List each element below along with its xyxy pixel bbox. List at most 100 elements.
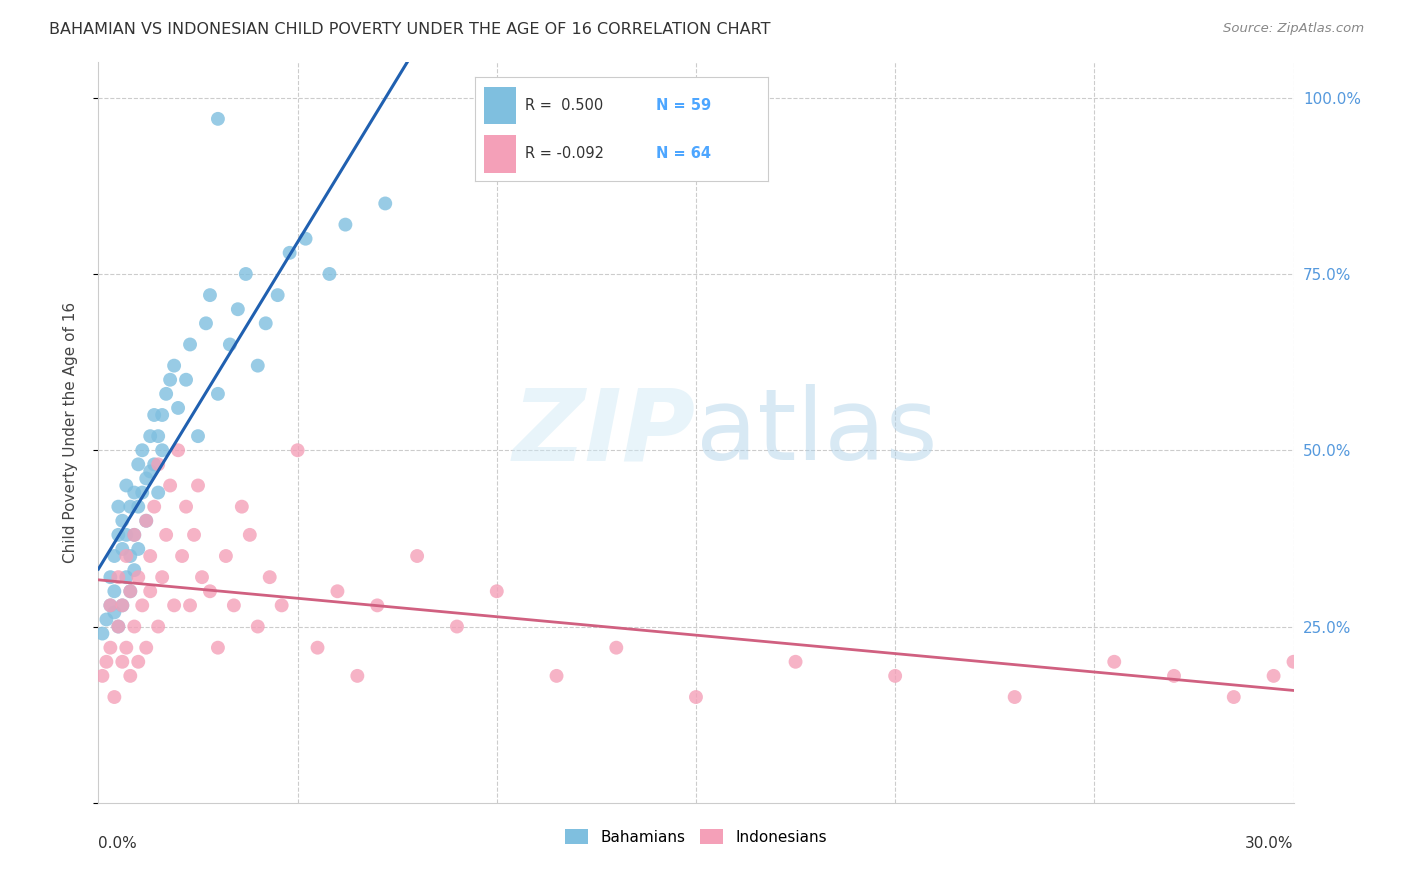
- Point: [159, 373, 181, 387]
- Point: [107, 570, 129, 584]
- Point: [1282, 655, 1305, 669]
- Text: 0.0%: 0.0%: [98, 836, 138, 851]
- Point: [884, 669, 907, 683]
- Point: [207, 112, 229, 126]
- Point: [131, 443, 153, 458]
- Point: [219, 337, 242, 351]
- Point: [785, 655, 807, 669]
- Point: [148, 619, 170, 633]
- Point: [135, 471, 157, 485]
- Point: [163, 599, 186, 613]
- Point: [270, 599, 292, 613]
- Point: [127, 570, 149, 584]
- Point: [115, 549, 138, 563]
- Point: [115, 478, 138, 492]
- Point: [335, 218, 357, 232]
- Point: [326, 584, 349, 599]
- Point: [115, 570, 138, 584]
- Point: [139, 584, 162, 599]
- Point: [198, 288, 221, 302]
- Point: [191, 570, 214, 584]
- Point: [107, 528, 129, 542]
- Point: [107, 500, 129, 514]
- Point: [318, 267, 340, 281]
- Point: [96, 655, 118, 669]
- Point: [120, 584, 142, 599]
- Point: [366, 599, 388, 613]
- Point: [139, 429, 162, 443]
- Point: [174, 373, 197, 387]
- Point: [107, 619, 129, 633]
- Point: [198, 584, 221, 599]
- Point: [605, 640, 627, 655]
- Point: [120, 669, 142, 683]
- Point: [135, 514, 157, 528]
- Point: [111, 655, 134, 669]
- Point: [103, 690, 125, 704]
- Point: [139, 549, 162, 563]
- Point: [98, 640, 122, 655]
- Point: [187, 478, 209, 492]
- Point: [111, 514, 134, 528]
- Text: atlas: atlas: [696, 384, 938, 481]
- Point: [115, 640, 138, 655]
- Point: [150, 570, 173, 584]
- Point: [485, 584, 508, 599]
- Point: [103, 584, 125, 599]
- Point: [159, 478, 181, 492]
- Point: [226, 302, 249, 317]
- Point: [179, 337, 201, 351]
- Point: [406, 549, 429, 563]
- Y-axis label: Child Poverty Under the Age of 16: Child Poverty Under the Age of 16: [63, 302, 77, 563]
- Point: [148, 485, 170, 500]
- Point: [307, 640, 329, 655]
- Point: [98, 570, 122, 584]
- Point: [120, 549, 142, 563]
- Point: [1104, 655, 1126, 669]
- Point: [235, 267, 257, 281]
- Point: [239, 528, 262, 542]
- Point: [135, 640, 157, 655]
- Point: [374, 196, 396, 211]
- Point: [124, 563, 146, 577]
- Point: [107, 619, 129, 633]
- Point: [150, 443, 173, 458]
- Point: [155, 387, 177, 401]
- Point: [259, 570, 281, 584]
- Point: [215, 549, 238, 563]
- Point: [131, 485, 153, 500]
- Point: [267, 288, 290, 302]
- Point: [115, 528, 138, 542]
- Point: [139, 464, 162, 478]
- Point: [127, 655, 149, 669]
- Point: [254, 316, 277, 330]
- Point: [1004, 690, 1026, 704]
- Point: [207, 640, 229, 655]
- Point: [127, 458, 149, 472]
- Point: [246, 359, 269, 373]
- Point: [111, 599, 134, 613]
- Point: [1163, 669, 1185, 683]
- Point: [278, 245, 301, 260]
- Point: [207, 387, 229, 401]
- Point: [135, 514, 157, 528]
- Point: [143, 500, 166, 514]
- Legend: Bahamians, Indonesians: Bahamians, Indonesians: [558, 822, 834, 851]
- Point: [120, 584, 142, 599]
- Point: [103, 606, 125, 620]
- Point: [148, 458, 170, 472]
- Point: [685, 690, 707, 704]
- Point: [98, 599, 122, 613]
- Point: [546, 669, 568, 683]
- Point: [287, 443, 309, 458]
- Text: ZIP: ZIP: [513, 384, 696, 481]
- Point: [124, 619, 146, 633]
- Point: [346, 669, 368, 683]
- Point: [172, 549, 194, 563]
- Point: [1263, 669, 1285, 683]
- Point: [231, 500, 253, 514]
- Point: [111, 541, 134, 556]
- Point: [124, 528, 146, 542]
- Point: [127, 500, 149, 514]
- Text: Source: ZipAtlas.com: Source: ZipAtlas.com: [1223, 22, 1364, 36]
